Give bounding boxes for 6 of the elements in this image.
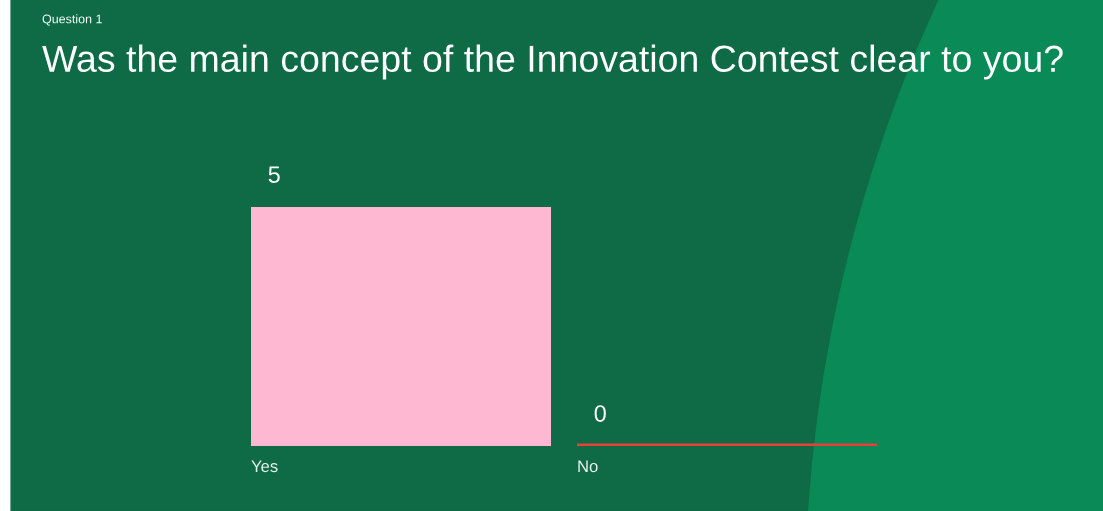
x-tick-label: Yes [251,460,278,473]
chart-title: Was the main concept of the Innovation Contest clear to you? [42,44,1063,80]
data-label: 0 [594,405,606,422]
data-label: 5 [268,166,280,183]
x-tick-label: No [578,460,598,473]
chart-subtitle: Question 1 [42,14,102,26]
